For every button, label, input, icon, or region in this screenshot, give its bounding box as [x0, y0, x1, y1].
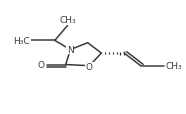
Text: H₃C: H₃C — [14, 37, 30, 45]
Text: O: O — [38, 61, 45, 69]
Text: CH₃: CH₃ — [166, 62, 182, 71]
Text: N: N — [67, 45, 74, 54]
Text: CH₃: CH₃ — [59, 16, 76, 25]
Text: O: O — [86, 63, 93, 72]
